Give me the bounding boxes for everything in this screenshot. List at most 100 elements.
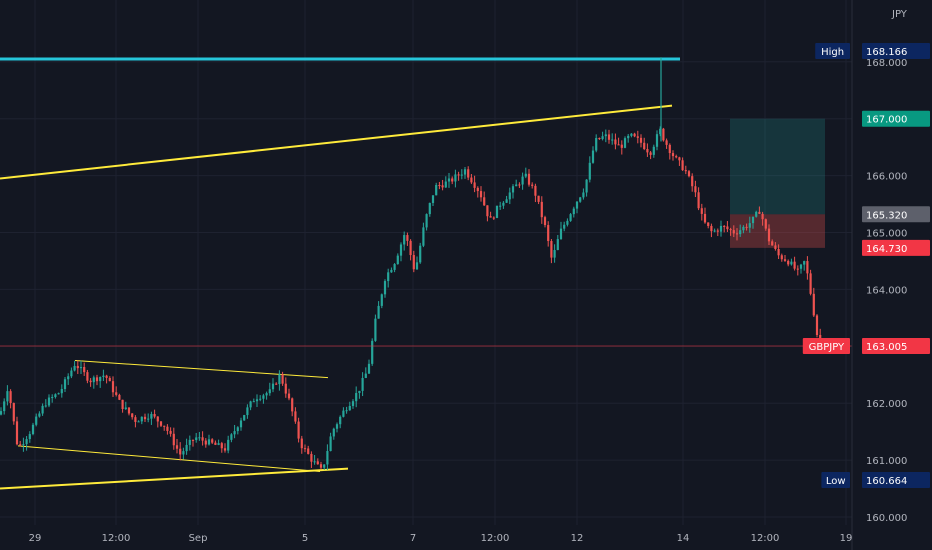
candle-body	[521, 176, 524, 185]
candle-body	[182, 451, 185, 455]
candle-body	[783, 259, 787, 261]
candle-body	[249, 401, 252, 408]
candle-body	[511, 186, 515, 193]
x-tick-label: 12:00	[751, 533, 780, 544]
candle-body	[217, 443, 220, 445]
position-zones[interactable]	[730, 118, 825, 248]
candle-body	[470, 177, 473, 183]
candle-body	[364, 373, 367, 378]
candle-body	[310, 453, 313, 462]
candle-body	[403, 235, 406, 245]
candle-body	[486, 205, 489, 217]
candle-body	[732, 230, 735, 234]
candle-body	[559, 228, 563, 240]
candle-body	[278, 374, 281, 385]
candle-body	[19, 444, 22, 446]
candle-body	[460, 174, 463, 176]
candle-body	[495, 205, 499, 218]
high-tag: High 168.166	[815, 43, 930, 59]
candle-body	[790, 261, 793, 265]
candle-body	[281, 374, 284, 384]
candle-body	[671, 153, 675, 157]
candle-body	[572, 208, 575, 215]
candle-body	[275, 383, 278, 385]
take-profit-tag: 167.000	[862, 110, 930, 127]
candle-body	[412, 255, 415, 270]
candle-body	[367, 363, 371, 374]
candle-body	[393, 264, 396, 270]
candle-body	[483, 197, 486, 206]
candle-body	[639, 137, 643, 143]
candle-body	[156, 416, 159, 422]
candle-body	[198, 437, 201, 439]
candle-body	[585, 179, 588, 193]
candle-body	[339, 416, 342, 425]
candle-body	[6, 391, 9, 402]
stop-loss-tag: 164.730	[862, 239, 930, 256]
candle-body	[454, 174, 457, 182]
candle-body	[211, 439, 214, 443]
trend-line[interactable]	[17, 445, 321, 472]
candle-body	[620, 144, 623, 148]
trend-line[interactable]	[0, 104, 673, 180]
y-tick-label: 160.000	[866, 513, 907, 524]
trend-lines[interactable]	[0, 57, 680, 490]
candle-body	[502, 202, 505, 206]
candle-body	[345, 410, 348, 412]
take-profit-zone[interactable]	[730, 118, 825, 215]
candle-body	[255, 399, 259, 402]
candle-body	[9, 391, 12, 404]
candle-body	[527, 173, 531, 185]
candle-body	[137, 421, 140, 423]
candle-body	[191, 439, 195, 441]
candle-body	[73, 365, 76, 371]
candle-body	[719, 225, 723, 232]
last-price-tag-value: 163.005	[866, 342, 907, 353]
candle-body	[751, 216, 755, 224]
stop-loss-zone[interactable]	[730, 214, 825, 248]
candle-body	[579, 197, 582, 202]
candle-body	[409, 240, 412, 256]
candle-body	[646, 149, 649, 153]
price-tags: High 168.166 167.000 165.320 164.730 GBPJPY 16…	[802, 43, 930, 488]
candle-body	[127, 407, 131, 414]
trend-line[interactable]	[74, 360, 329, 379]
high-tag-value-box	[862, 43, 930, 59]
last-price-tag-label-box	[802, 338, 850, 355]
time-axis[interactable]: 29 12:00 Sep 5 7 12:00 12 14 12:00 19	[29, 533, 853, 544]
x-tick-label: Sep	[189, 533, 208, 544]
candle-body	[643, 142, 646, 150]
candle-body	[268, 389, 271, 394]
low-tag-label-box	[821, 472, 850, 488]
candle-body	[700, 208, 703, 214]
candle-body	[787, 260, 790, 265]
candle-body	[335, 424, 339, 429]
candle-body	[563, 224, 566, 229]
trend-line[interactable]	[0, 467, 349, 490]
candle-body	[627, 135, 630, 139]
candle-body	[505, 199, 508, 203]
candle-body	[806, 261, 809, 274]
candle-body	[227, 439, 230, 451]
candle-body	[575, 201, 579, 209]
candle-body	[163, 425, 166, 427]
candle-body	[188, 439, 191, 445]
candle-body	[79, 367, 83, 369]
candle-body	[348, 405, 351, 411]
candle-body	[697, 192, 700, 209]
candle-body	[294, 411, 297, 422]
candle-body	[748, 223, 751, 228]
candle-body	[262, 395, 265, 399]
candle-body	[179, 448, 182, 455]
candle-body	[447, 178, 451, 182]
high-tag-label-box	[815, 43, 850, 59]
entry-tag-value-box	[862, 206, 930, 223]
candle-body	[476, 187, 479, 192]
candle-body	[246, 407, 249, 416]
candle-body	[233, 431, 236, 435]
candle-body	[815, 315, 819, 335]
y-tick-label: 165.000	[866, 229, 907, 240]
candle-body	[28, 434, 31, 440]
candle-body	[214, 442, 217, 445]
